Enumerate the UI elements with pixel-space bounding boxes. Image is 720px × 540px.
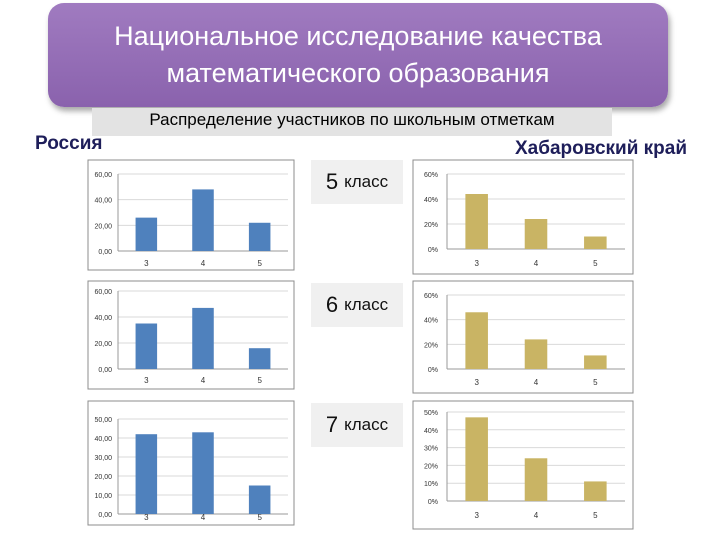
y-tick-label: 60% <box>424 293 438 300</box>
grade-number: 6 <box>325 292 339 317</box>
x-category-label: 5 <box>257 259 262 268</box>
grade-word: класс <box>344 295 389 314</box>
bar <box>192 189 214 251</box>
grade-word: класс <box>344 415 389 434</box>
y-tick-label: 20,00 <box>94 474 112 481</box>
y-tick-label: 0,00 <box>98 512 112 519</box>
x-category-label: 4 <box>534 259 539 268</box>
x-category-label: 5 <box>257 513 262 522</box>
x-category-label: 3 <box>474 378 479 387</box>
chart-frame <box>412 280 634 394</box>
x-category-label: 4 <box>534 511 539 520</box>
bar <box>135 217 158 251</box>
y-tick-label: 0,00 <box>98 367 112 374</box>
bar <box>465 194 488 249</box>
page-title: Национальное исследование качества матем… <box>114 21 602 88</box>
bar <box>584 481 607 501</box>
title-banner: Национальное исследование качества матем… <box>48 3 668 107</box>
y-tick-label: 30,00 <box>94 455 112 462</box>
grade-number: 7 <box>325 412 339 437</box>
chart-frame <box>412 159 634 275</box>
x-category-label: 4 <box>534 378 539 387</box>
bar <box>192 307 214 369</box>
x-category-label: 3 <box>474 259 479 268</box>
y-tick-label: 20,00 <box>94 223 112 230</box>
grade-number: 5 <box>325 169 339 194</box>
bar <box>524 219 548 249</box>
x-category-label: 3 <box>474 511 479 520</box>
x-category-label: 5 <box>257 376 262 385</box>
bar <box>584 236 607 249</box>
bar <box>524 339 548 369</box>
y-tick-label: 40% <box>424 197 438 204</box>
region-label-khabarovsk: Хабаровский край <box>515 138 688 159</box>
y-tick-label: 10,00 <box>94 493 112 500</box>
bar <box>248 348 271 369</box>
grade-label-7: 7 класс <box>311 403 403 447</box>
grade-label-5: 5 класс <box>311 160 403 204</box>
x-category-label: 4 <box>201 259 206 268</box>
y-tick-label: 60% <box>424 172 438 179</box>
y-tick-label: 30% <box>424 446 438 453</box>
y-tick-label: 0% <box>428 367 438 374</box>
bar <box>135 323 158 369</box>
chart-frame <box>87 280 295 390</box>
x-category-label: 3 <box>144 259 149 268</box>
subtitle-band <box>92 108 612 136</box>
x-category-label: 4 <box>201 376 206 385</box>
y-tick-label: 20% <box>424 342 438 349</box>
x-category-label: 5 <box>593 378 598 387</box>
y-tick-label: 0,00 <box>98 249 112 256</box>
y-tick-label: 50% <box>424 410 438 417</box>
chart-subtitle: Распределение участников по школьным отм… <box>149 110 555 129</box>
y-tick-label: 40,00 <box>94 436 112 443</box>
y-tick-label: 40,00 <box>94 198 112 205</box>
y-tick-label: 0% <box>428 247 438 254</box>
y-tick-label: 40% <box>424 428 438 435</box>
x-category-label: 3 <box>144 376 149 385</box>
y-tick-label: 50,00 <box>94 417 112 424</box>
bar <box>465 312 488 369</box>
y-tick-label: 10% <box>424 481 438 488</box>
x-category-label: 5 <box>593 259 598 268</box>
y-tick-label: 60,00 <box>94 289 112 296</box>
x-category-label: 3 <box>144 513 149 522</box>
bar <box>192 432 214 514</box>
bar <box>248 222 271 251</box>
y-tick-label: 40,00 <box>94 315 112 322</box>
y-tick-label: 20% <box>424 222 438 229</box>
grade-word: класс <box>344 172 389 191</box>
x-category-label: 4 <box>201 513 206 522</box>
bar <box>135 434 158 514</box>
region-label-russia: Россия <box>35 133 103 154</box>
chart-frame <box>87 159 295 271</box>
bar <box>248 485 271 514</box>
bar <box>524 458 548 501</box>
y-tick-label: 60,00 <box>94 172 112 179</box>
bar <box>584 355 607 369</box>
y-tick-label: 40% <box>424 318 438 325</box>
y-tick-label: 0% <box>428 499 438 506</box>
bar <box>465 417 488 501</box>
y-tick-label: 20% <box>424 463 438 470</box>
grade-label-6: 6 класс <box>311 283 403 327</box>
x-category-label: 5 <box>593 511 598 520</box>
y-tick-label: 20,00 <box>94 341 112 348</box>
